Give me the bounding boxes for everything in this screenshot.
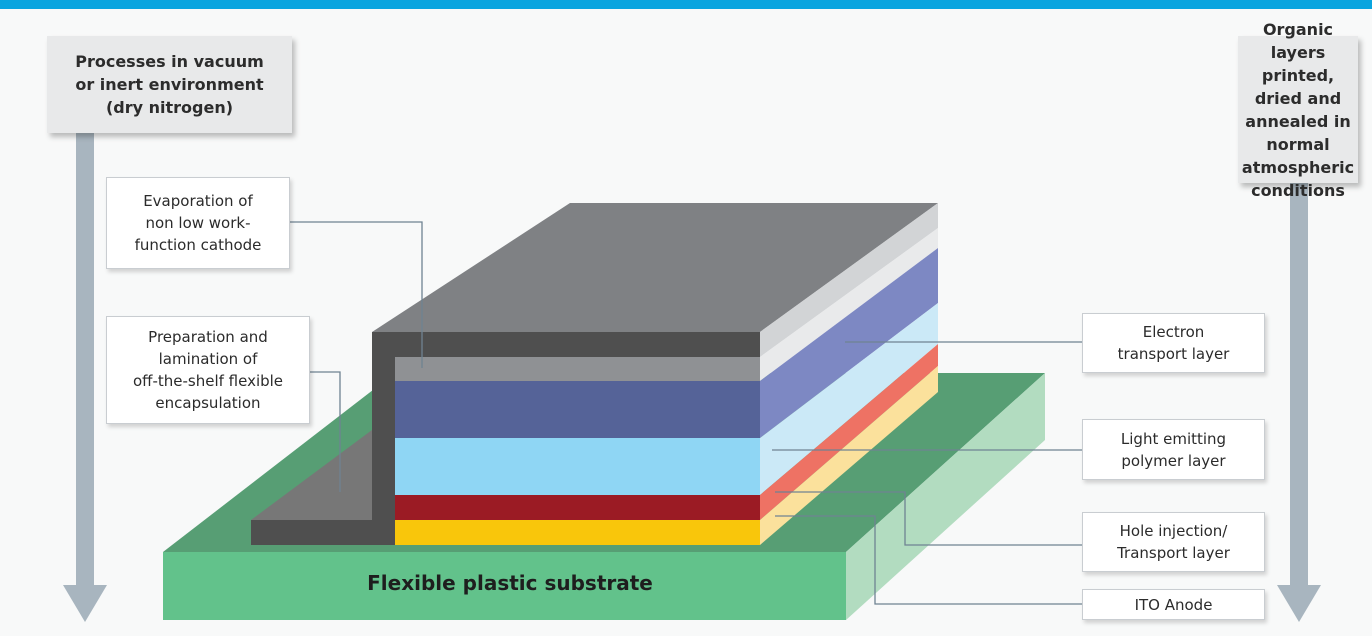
electron-transport-layer: [395, 381, 760, 438]
cathode-layer: [395, 357, 760, 381]
light-emitting-label: Light emitting polymer layer: [1082, 419, 1265, 480]
leader-evaporation: [289, 221, 423, 368]
left-down-arrow: [63, 128, 107, 622]
leader-lines: [289, 221, 1082, 605]
hole-injection-layer: [395, 495, 760, 520]
right-down-arrow: [1277, 175, 1321, 622]
leader-ito-anode: [775, 515, 1082, 605]
cathode-front-face: [372, 332, 760, 357]
electron-transport-label: Electron transport layer: [1082, 313, 1265, 373]
hole-injection-label: Hole injection/ Transport layer: [1082, 512, 1265, 572]
atmospheric-process-box: Organic layers printed, dried and anneal…: [1238, 20, 1358, 200]
stack-top-face: [372, 203, 938, 332]
leader-encapsulation: [310, 371, 341, 492]
ito-anode-label: ITO Anode: [1082, 589, 1265, 620]
top-accent-bar: [0, 0, 1372, 9]
substrate-label: Flexible plastic substrate: [367, 571, 653, 595]
ito-anode-layer: [395, 520, 760, 545]
stack-side-faces: [760, 203, 938, 545]
leader-hole-injection: [775, 491, 1082, 546]
encapsulation-label: Preparation and lamination of off-the-sh…: [106, 316, 310, 424]
vacuum-process-box: Processes in vacuum or inert environment…: [47, 36, 292, 133]
light-emitting-polymer-layer: [395, 438, 760, 495]
evaporation-label: Evaporation of non low work- function ca…: [106, 177, 290, 269]
